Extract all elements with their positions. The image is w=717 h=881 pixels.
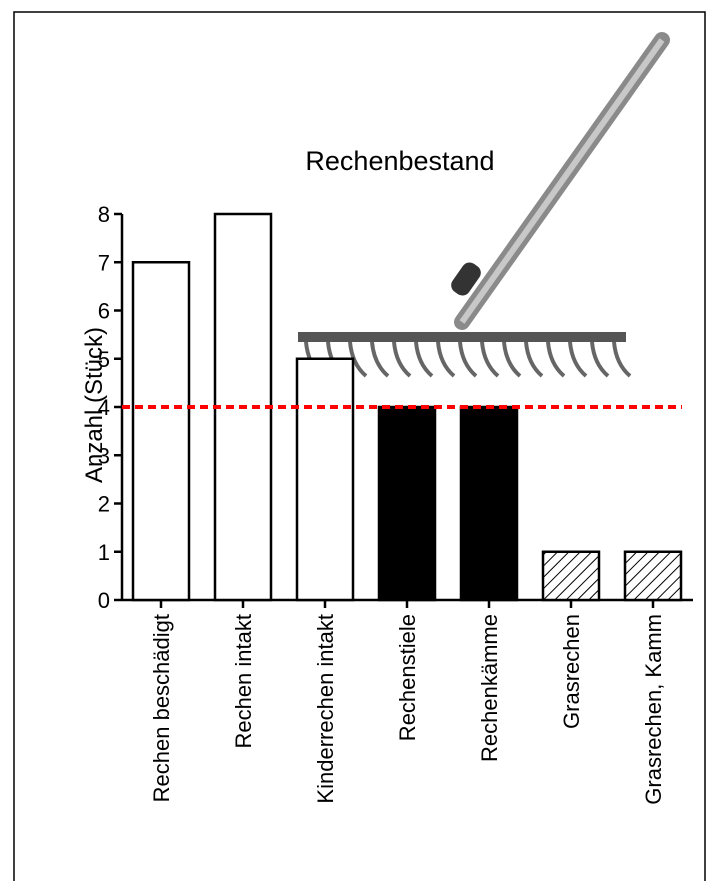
x-tick-label: Grasrechen, Kamm (641, 614, 666, 805)
y-tick-label: 1 (98, 540, 110, 565)
bar (543, 552, 599, 600)
bar (625, 552, 681, 600)
x-tick-label: Kinderrechen intakt (313, 614, 338, 804)
chart: Rechenbestand Anzahl (Stück) 012345678Re… (0, 0, 717, 881)
bar (297, 359, 353, 600)
y-tick-label: 7 (98, 250, 110, 275)
bar (133, 262, 189, 600)
bar (461, 407, 517, 600)
rake-illustration (298, 40, 662, 376)
y-tick-label: 0 (98, 588, 110, 613)
x-tick-label: Grasrechen (559, 614, 584, 729)
x-tick-label: Rechenstiele (395, 614, 420, 741)
chart-title: Rechenbestand (305, 146, 494, 176)
y-tick-label: 2 (98, 492, 110, 517)
x-tick-label: Rechen beschädigt (149, 614, 174, 802)
y-tick-label: 4 (98, 395, 110, 420)
y-tick-label: 3 (98, 443, 110, 468)
x-tick-label: Rechenkämme (477, 614, 502, 762)
y-tick-label: 8 (98, 202, 110, 227)
y-tick-label: 6 (98, 299, 110, 324)
y-tick-label: 5 (98, 347, 110, 372)
frame (14, 12, 705, 881)
bar (379, 407, 435, 600)
x-tick-label: Rechen intakt (231, 614, 256, 749)
